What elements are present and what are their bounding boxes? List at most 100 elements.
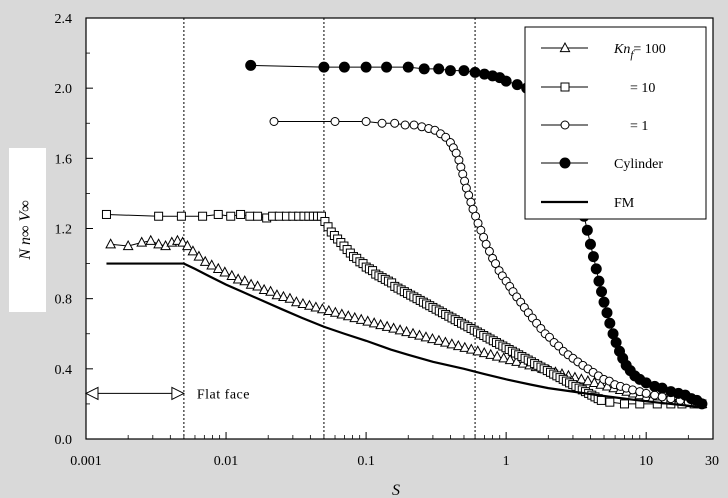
legend-item-1-label: Knf= 100 bbox=[613, 42, 666, 61]
series-4-point-6 bbox=[402, 61, 414, 73]
y-tick-label-5: 1.6 bbox=[55, 152, 73, 167]
legend-item-2: = 10 bbox=[541, 81, 655, 96]
flat-face-arrow-right bbox=[171, 386, 186, 401]
series-1-point-16 bbox=[219, 266, 231, 277]
series-2-point-4 bbox=[198, 211, 208, 221]
series-1-point-32 bbox=[323, 304, 335, 316]
series-1-point-61 bbox=[511, 355, 523, 366]
series-4-point-30 bbox=[584, 238, 596, 250]
legend-item-4-label: Cylinder bbox=[614, 157, 663, 172]
series-1-point-72 bbox=[582, 375, 594, 386]
flat-face-arrow-left bbox=[84, 386, 99, 401]
y-tick-label-3: 0.8 bbox=[55, 293, 73, 308]
series-1-point-3 bbox=[136, 236, 148, 247]
series-2-point-2 bbox=[154, 211, 164, 221]
x-tick-label-1: 0.001 bbox=[70, 454, 102, 469]
series-1-point-35 bbox=[342, 310, 354, 321]
series-1-point-30 bbox=[310, 301, 322, 312]
series-3 bbox=[269, 116, 707, 409]
series-1-point-55 bbox=[472, 345, 484, 356]
series-1-point-42 bbox=[388, 322, 400, 333]
legend-item-5: FM bbox=[541, 196, 635, 211]
series-1-point-38 bbox=[362, 315, 374, 326]
series-1-point-54 bbox=[465, 343, 477, 354]
legend-items: Knf= 100 = 10 = 1 Cylinder FM bbox=[541, 41, 666, 211]
series-1-point-4 bbox=[145, 234, 157, 245]
series-1-point-73 bbox=[588, 376, 600, 387]
legend-item-4-marker bbox=[559, 157, 571, 169]
x-tick-label-3: 0.1 bbox=[357, 454, 375, 469]
legend-item-4: Cylinder bbox=[541, 157, 663, 172]
x-tick-label-6: 30 bbox=[705, 454, 719, 469]
series-3-point-63 bbox=[641, 388, 651, 398]
series-1-point-24 bbox=[271, 289, 283, 300]
legend-item-5-label: FM bbox=[614, 196, 635, 211]
series-2-point-5 bbox=[213, 209, 223, 219]
legend-item-1-marker bbox=[559, 41, 571, 53]
x-tick-label-5: 10 bbox=[639, 454, 653, 469]
legend: Knf= 100 = 10 = 1 Cylinder FM bbox=[524, 26, 707, 220]
series-1-point-37 bbox=[355, 313, 367, 324]
series-1-point-57 bbox=[485, 348, 497, 359]
series-1-point-74 bbox=[595, 378, 607, 389]
series-2-point-7 bbox=[236, 209, 246, 219]
series-1-point-36 bbox=[349, 311, 361, 323]
series-5-line bbox=[106, 262, 703, 409]
series-1-point-20 bbox=[245, 278, 257, 289]
series-3-point-65 bbox=[657, 392, 667, 402]
flat-face-label: Flat face bbox=[197, 387, 250, 402]
series-1-point-29 bbox=[304, 299, 315, 310]
series-1-point-2 bbox=[122, 239, 134, 251]
legend-item-3-marker bbox=[560, 120, 570, 130]
series-1-point-75 bbox=[601, 380, 613, 391]
series-layer bbox=[101, 59, 708, 410]
y-tick-label-2: 0.4 bbox=[55, 363, 73, 378]
series-3-point-3 bbox=[361, 116, 371, 126]
legend-item-2-label: = 10 bbox=[630, 81, 655, 96]
series-3-point-5 bbox=[390, 118, 400, 128]
legend-item-3-label: = 1 bbox=[630, 119, 648, 134]
series-1-point-33 bbox=[329, 306, 341, 317]
series-4-point-2 bbox=[318, 61, 330, 73]
series-3-point-64 bbox=[650, 390, 660, 400]
series-1-point-58 bbox=[491, 350, 503, 361]
series-1-point-60 bbox=[504, 354, 516, 365]
y-tick-label-6: 2.0 bbox=[55, 82, 73, 97]
series-4-point-7 bbox=[418, 63, 430, 75]
series-1-point-28 bbox=[297, 297, 309, 309]
series-4-point-3 bbox=[338, 61, 350, 73]
series-1-point-40 bbox=[375, 318, 387, 330]
flat-face-annotation: Flat face bbox=[84, 386, 250, 402]
series-2-point-108 bbox=[596, 395, 606, 405]
legend-item-2-marker bbox=[560, 82, 570, 92]
series-1-point-34 bbox=[336, 308, 348, 319]
series-1-point-10 bbox=[181, 239, 193, 251]
series-3-point-4 bbox=[377, 118, 387, 128]
series-1-point-5 bbox=[153, 238, 165, 249]
legend-item-3: = 1 bbox=[541, 119, 648, 134]
y-label-box bbox=[9, 148, 46, 312]
series-1-point-46 bbox=[414, 329, 425, 340]
series-1-point-39 bbox=[368, 317, 380, 328]
series-2-point-1 bbox=[101, 209, 111, 219]
x-tick-label-4: 1 bbox=[503, 454, 510, 469]
series-1-point-31 bbox=[316, 303, 328, 314]
series-1-point-1 bbox=[105, 238, 117, 249]
series-1-point-25 bbox=[278, 290, 289, 302]
y-axis-label: N n∞ V∞ bbox=[17, 200, 34, 260]
x-tick-label-2: 0.01 bbox=[214, 454, 239, 469]
series-1-point-56 bbox=[478, 346, 490, 358]
series-1-point-59 bbox=[498, 352, 510, 363]
series-1-point-22 bbox=[258, 283, 270, 294]
series-1-point-52 bbox=[452, 339, 464, 351]
series-1-point-43 bbox=[394, 324, 406, 335]
series-1-point-27 bbox=[290, 296, 302, 307]
series-1-point-71 bbox=[575, 373, 587, 384]
y-tick-label-7: 2.4 bbox=[55, 12, 73, 27]
series-1-point-48 bbox=[427, 332, 438, 344]
series-1-point-26 bbox=[284, 292, 296, 303]
series-4-point-29 bbox=[581, 224, 593, 236]
y-axis: 0.0 0.4 0.8 1.2 1.6 2.0 2.4 bbox=[55, 12, 93, 448]
series-1-point-23 bbox=[265, 285, 277, 296]
series-4-point-34 bbox=[596, 286, 608, 298]
